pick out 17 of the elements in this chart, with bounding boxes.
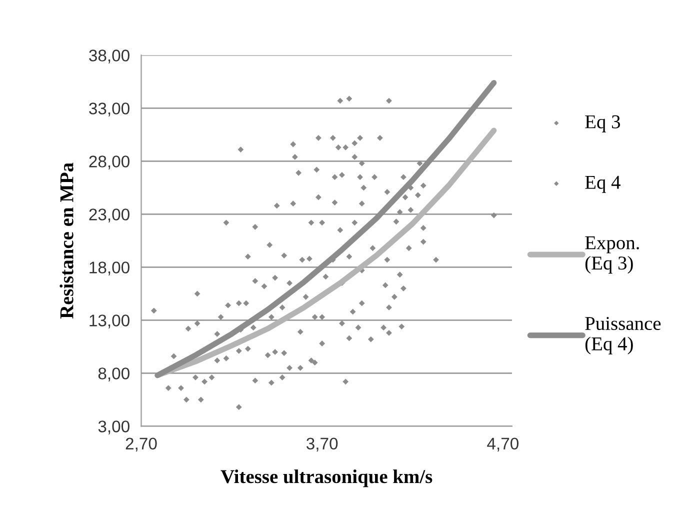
y-tick-label: 13,00: [90, 314, 130, 328]
x-tick-label: 2,70: [126, 438, 157, 452]
y-axis-title: Resistance en MPa: [60, 162, 74, 319]
x-tick-label: 3,70: [306, 438, 338, 452]
legend-label: Eq 3: [585, 115, 620, 132]
y-tick-label: 8,00: [98, 368, 130, 382]
y-tick-label: 3,00: [98, 420, 130, 434]
y-tick-label: 33,00: [89, 102, 130, 116]
y-tick-label: 28,00: [89, 156, 130, 170]
x-axis-title: Vitesse ultrasonique km/s: [220, 469, 432, 488]
legend-label: Puissance (Eq 4): [585, 316, 661, 354]
x-tick-label: 4,70: [487, 438, 518, 452]
legend-label: Eq 4: [585, 176, 620, 193]
y-tick-label: 38,00: [89, 50, 130, 64]
y-tick-label: 23,00: [89, 208, 130, 222]
y-tick-label: 18,00: [90, 262, 130, 276]
legend-label: Expon. (Eq 3): [585, 236, 639, 274]
